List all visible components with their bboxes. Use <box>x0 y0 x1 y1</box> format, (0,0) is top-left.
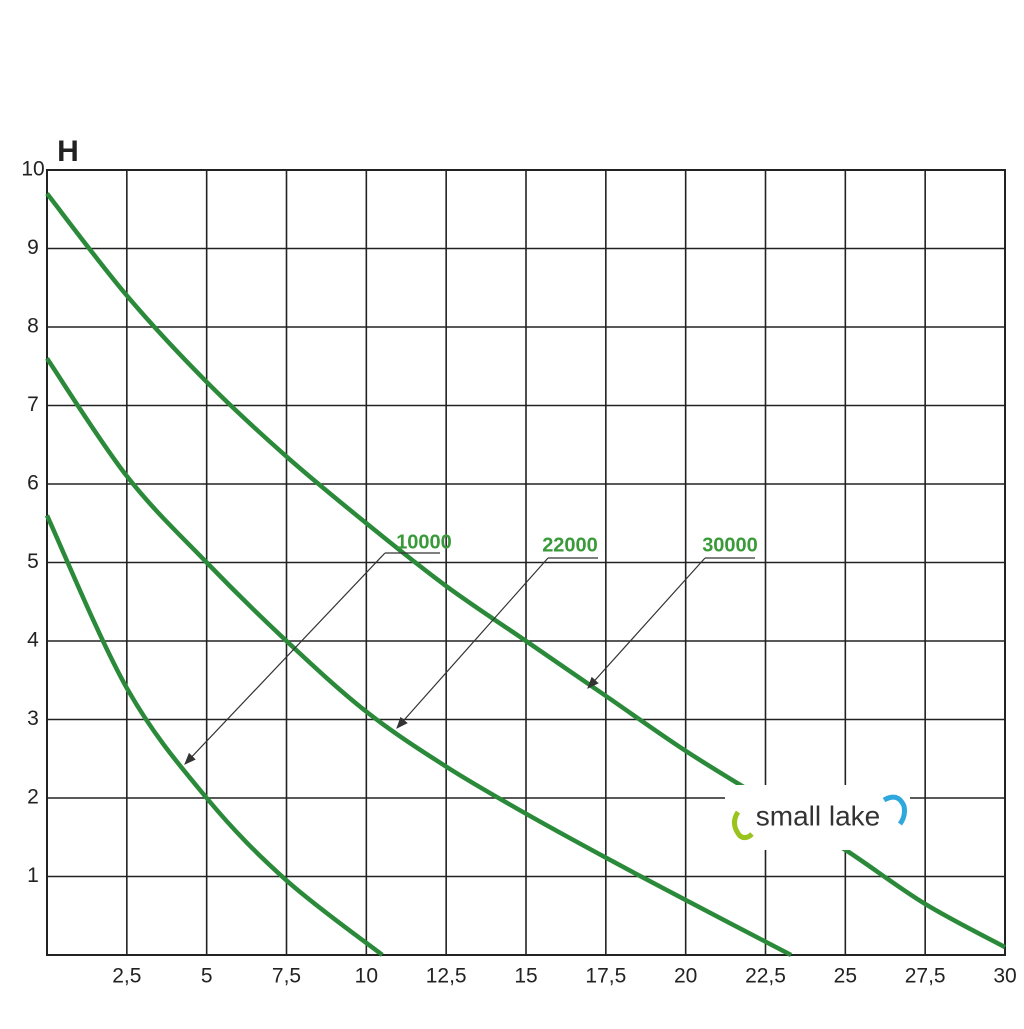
annotations: 10000 22000 30000 <box>184 531 758 765</box>
x-tick-label: 20 <box>674 965 697 988</box>
x-tick-label: 5 <box>201 965 213 988</box>
y-tick-label: 7 <box>27 393 39 416</box>
annotation-arrow <box>396 557 549 729</box>
x-tick-label: 15 <box>514 965 537 988</box>
y-tick-label: 8 <box>27 315 39 338</box>
y-tick-label: 1 <box>27 864 39 887</box>
y-tick-label: 6 <box>27 472 39 495</box>
x-tick-label: 27,5 <box>905 965 946 988</box>
logo: small lake <box>725 785 910 850</box>
logo-background <box>725 785 910 850</box>
series-label: 10000 <box>396 531 452 553</box>
logo-fish-green <box>732 810 754 841</box>
x-tick-label: 7,5 <box>272 965 301 988</box>
grid: 1 2 3 4 5 6 7 8 9 10 2,5 5 7,5 10 12,5 15 17,5 20 22,5 25 27… <box>21 158 1016 988</box>
x-tick-label: 22,5 <box>745 965 786 988</box>
annotation-arrow <box>184 552 386 765</box>
x-tick-label: 25 <box>834 965 857 988</box>
x-tick-label: 10 <box>355 965 378 988</box>
y-tick-label: 5 <box>27 550 39 573</box>
x-tick-label: 17,5 <box>585 965 626 988</box>
logo-fish-blue <box>882 794 907 826</box>
y-axis-label: H <box>57 135 79 168</box>
x-tick-label: 12,5 <box>426 965 467 988</box>
x-tick-label: 2,5 <box>112 965 141 988</box>
y-tick-label: 3 <box>27 707 39 730</box>
series-label: 22000 <box>542 534 598 556</box>
curve <box>44 514 384 957</box>
y-tick-label: 2 <box>27 786 39 809</box>
logo-text: small lake <box>756 800 880 831</box>
annotation-arrow <box>587 557 706 689</box>
series-label: 30000 <box>702 534 758 556</box>
y-tick-label: 9 <box>27 236 39 259</box>
y-tick-label: 10 <box>21 158 44 181</box>
y-tick-label: 4 <box>27 629 39 652</box>
x-tick-label: 30 <box>993 965 1016 988</box>
curve <box>45 357 793 957</box>
